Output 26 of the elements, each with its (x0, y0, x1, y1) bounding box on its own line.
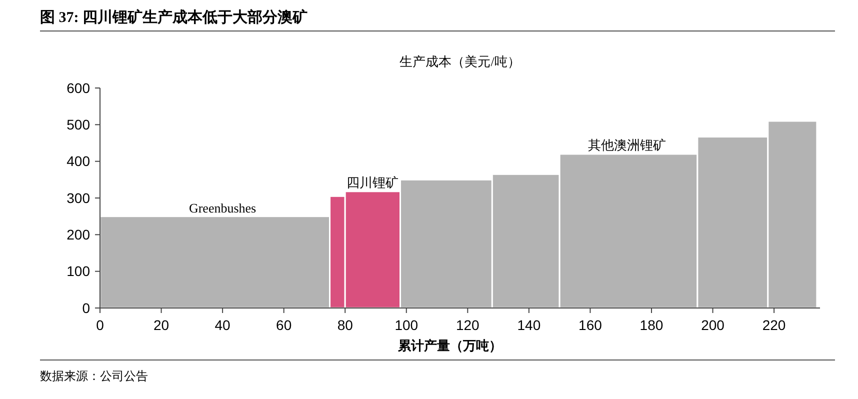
x-tick-label: 100 (394, 317, 418, 333)
y-axis-title: 生产成本（美元/吨） (400, 54, 520, 69)
y-tick-label: 200 (66, 226, 90, 243)
y-tick-label: 400 (66, 153, 90, 170)
y-tick-label: 600 (66, 80, 90, 96)
chart-title: 图 37: 四川锂矿生产成本低于大部分澳矿 (40, 8, 308, 26)
annotation: 四川锂矿 (346, 175, 399, 190)
x-tick-label: 0 (96, 317, 104, 333)
x-tick-label: 220 (762, 317, 786, 333)
x-tick-label: 120 (456, 317, 480, 333)
x-tick-label: 60 (276, 317, 292, 333)
x-tick-label: 40 (214, 317, 231, 333)
y-tick-label: 500 (66, 116, 90, 133)
x-tick-label: 180 (640, 317, 664, 333)
x-tick-label: 80 (337, 317, 354, 333)
x-axis-title: 累计产量（万吨） (397, 338, 502, 353)
y-tick-label: 100 (66, 263, 90, 280)
annotation: Greenbushes (188, 200, 256, 216)
x-tick-label: 160 (578, 317, 602, 333)
y-tick-label: 300 (66, 190, 90, 206)
x-tick-label: 200 (701, 317, 725, 333)
annotation: 其他澳洲锂矿 (588, 138, 666, 153)
y-tick-label: 0 (82, 300, 90, 316)
x-tick-label: 20 (153, 317, 170, 333)
source-note: 数据来源：公司公告 (40, 369, 148, 383)
x-tick-label: 140 (517, 317, 541, 333)
